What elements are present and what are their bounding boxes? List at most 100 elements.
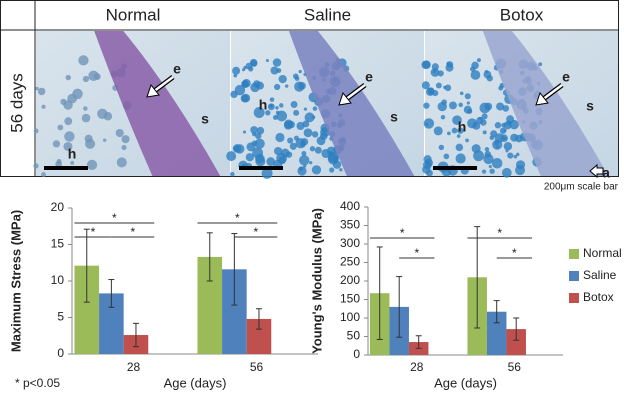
cell-cluster xyxy=(253,107,265,118)
error-bar xyxy=(415,335,422,349)
cell-cluster xyxy=(446,61,454,68)
cell-cluster xyxy=(63,141,73,152)
x-tick-label: 56 xyxy=(508,360,522,374)
cell-cluster xyxy=(328,151,334,156)
cell-cluster xyxy=(283,120,293,130)
cell-cluster xyxy=(423,118,435,129)
legend-label: Normal xyxy=(583,246,622,260)
cell-cluster xyxy=(495,145,499,149)
cell-cluster xyxy=(422,165,431,174)
cell-cluster xyxy=(483,153,494,165)
error-bar xyxy=(396,276,403,338)
cell-cluster xyxy=(321,148,331,159)
cell-cluster xyxy=(438,144,445,151)
cell-cluster xyxy=(33,163,39,169)
cell-cluster xyxy=(115,129,124,138)
error-bar xyxy=(108,279,115,308)
cell-cluster xyxy=(333,156,339,161)
error-bar xyxy=(493,300,500,324)
cell-cluster xyxy=(298,82,306,90)
cell-cluster xyxy=(444,84,452,92)
cell-cluster xyxy=(471,144,481,154)
significance-label: * xyxy=(130,225,135,239)
cell-cluster xyxy=(443,153,450,160)
error-bar xyxy=(132,322,139,348)
cell-cluster xyxy=(33,128,39,134)
significance-label: * xyxy=(497,226,502,240)
cell-cluster xyxy=(121,135,130,144)
cell-cluster xyxy=(507,152,514,159)
cell-cluster xyxy=(440,114,446,120)
significance-label: * xyxy=(112,211,117,225)
cell-cluster xyxy=(422,60,431,69)
cell-cluster xyxy=(490,130,498,138)
legend-label: Saline xyxy=(583,268,617,282)
y-tick-label: 20 xyxy=(51,200,65,214)
cell-cluster xyxy=(270,66,279,75)
cell-cluster xyxy=(280,148,290,158)
cell-cluster xyxy=(265,58,269,63)
legend-swatch xyxy=(569,293,579,303)
cell-cluster xyxy=(435,82,442,89)
y-tick-label: 5 xyxy=(57,310,64,324)
cell-cluster xyxy=(304,112,315,123)
cell-cluster xyxy=(65,74,71,81)
panel-frame xyxy=(0,0,619,177)
cell-cluster xyxy=(449,101,457,110)
legend-swatch xyxy=(569,249,579,259)
cell-cluster xyxy=(256,126,265,135)
cell-cluster xyxy=(279,103,284,108)
cell-cluster xyxy=(459,91,464,96)
cell-cluster xyxy=(496,102,505,111)
panel-title: Botox xyxy=(500,5,544,24)
cell-cluster xyxy=(479,102,491,114)
image-label: e xyxy=(173,61,181,77)
cell-cluster xyxy=(287,137,294,144)
image-label: h xyxy=(68,146,77,162)
cell-cluster xyxy=(443,85,447,90)
cell-cluster xyxy=(301,151,307,156)
image-label: e xyxy=(562,69,570,85)
cell-cluster xyxy=(309,161,313,165)
cell-cluster xyxy=(455,153,466,164)
arrow xyxy=(344,84,366,101)
cell-cluster xyxy=(226,151,237,162)
row-label: 56 days xyxy=(7,73,26,133)
x-tick-label: 28 xyxy=(127,360,141,374)
cell-cluster xyxy=(481,113,488,120)
cartilage-band xyxy=(288,31,415,176)
error-bar xyxy=(206,232,213,282)
cell-cluster xyxy=(423,102,430,109)
cell-cluster xyxy=(489,168,495,174)
image-label: h xyxy=(458,119,467,135)
cell-cluster xyxy=(232,66,241,75)
cell-cluster xyxy=(502,105,510,112)
y-tick-label: 300 xyxy=(340,236,360,250)
cell-cluster xyxy=(290,101,298,108)
significance-label: * xyxy=(414,246,419,260)
cell-cluster xyxy=(273,146,283,156)
cell-cluster xyxy=(245,153,255,162)
cell-cluster xyxy=(82,75,90,83)
cell-cluster xyxy=(464,93,471,100)
cell-cluster xyxy=(488,164,492,169)
arrow xyxy=(152,76,174,93)
cell-cluster xyxy=(72,88,83,100)
cell-cluster xyxy=(293,109,300,116)
y-tick-label: 10 xyxy=(51,273,65,287)
cell-cluster xyxy=(424,158,433,167)
y-tick-label: 50 xyxy=(347,329,361,343)
cell-cluster xyxy=(425,122,429,126)
y-tick-label: 150 xyxy=(340,292,360,306)
cell-cluster xyxy=(78,55,89,66)
cell-cluster xyxy=(269,103,274,108)
cell-cluster xyxy=(116,157,127,168)
cell-cluster xyxy=(289,142,297,150)
cell-cluster xyxy=(515,165,526,176)
y-tick-label: 200 xyxy=(340,273,360,287)
cell-cluster xyxy=(491,157,503,169)
image-label: s xyxy=(586,98,594,114)
error-bar xyxy=(231,233,238,306)
cell-cluster xyxy=(482,130,487,135)
